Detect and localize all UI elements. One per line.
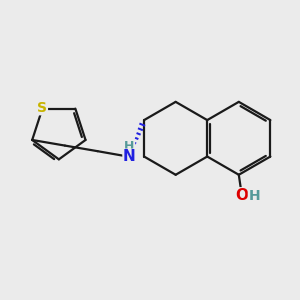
Text: H: H [248, 189, 260, 203]
Text: H: H [124, 140, 135, 153]
Text: N: N [123, 149, 136, 164]
Text: S: S [38, 101, 47, 115]
Text: O: O [236, 188, 249, 203]
